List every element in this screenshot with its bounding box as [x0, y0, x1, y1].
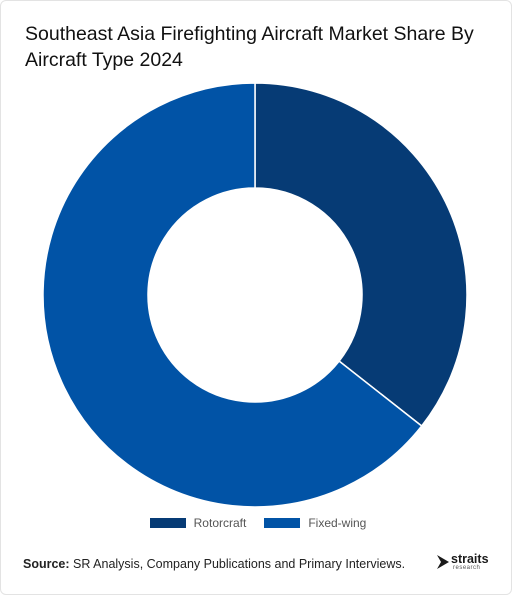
logo-mark-icon — [437, 555, 449, 569]
legend-item-fixed-wing: Fixed-wing — [264, 516, 366, 530]
source-note: Source: SR Analysis, Company Publication… — [23, 557, 405, 571]
legend-swatch-rotorcraft — [149, 518, 186, 528]
donut-slice-rotorcraft — [254, 82, 468, 428]
source-text: SR Analysis, Company Publications and Pr… — [69, 557, 406, 571]
legend-label-rotorcraft: Rotorcraft — [193, 516, 247, 530]
straits-research-logo: straits research — [437, 552, 497, 574]
donut-slice-fixed-wing — [42, 82, 423, 508]
logo-subtext: research — [453, 565, 481, 571]
legend-swatch-fixed-wing — [264, 518, 301, 528]
source-label: Source: — [23, 557, 70, 571]
donut-chart — [42, 82, 468, 508]
legend: Rotorcraft Fixed-wing — [1, 516, 514, 530]
legend-label-fixed-wing: Fixed-wing — [308, 516, 367, 530]
legend-item-rotorcraft: Rotorcraft — [149, 516, 247, 530]
chart-title: Southeast Asia Firefighting Aircraft Mar… — [25, 23, 474, 71]
logo-wordmark: straits — [451, 552, 489, 566]
